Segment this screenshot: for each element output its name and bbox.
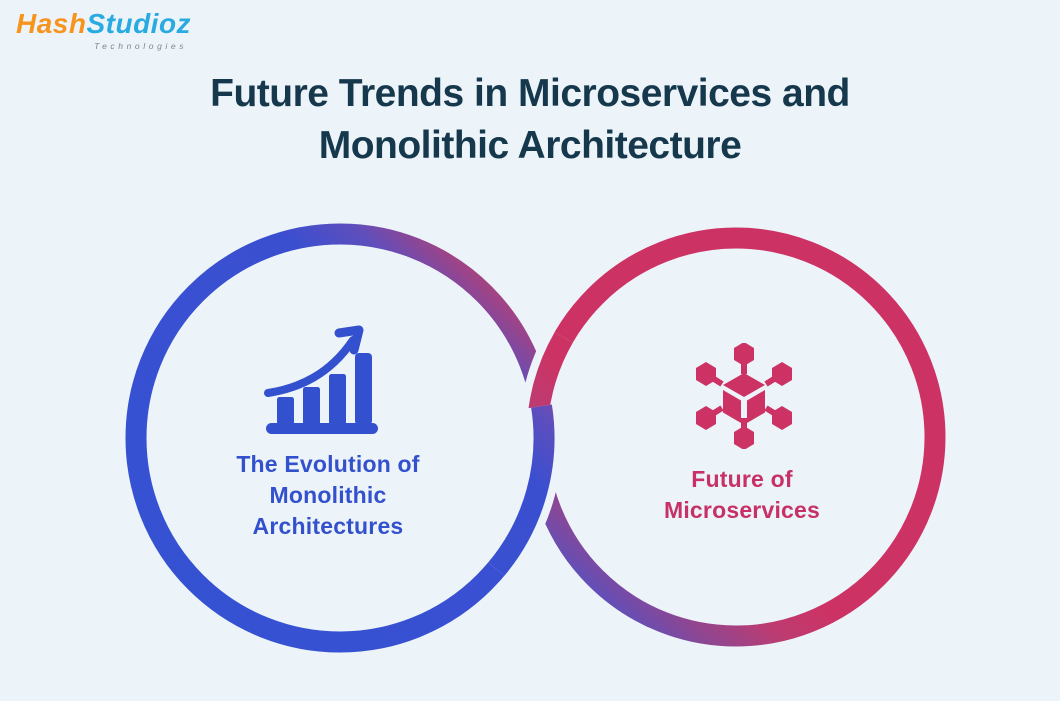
bar-chart-growth-icon [264, 325, 378, 434]
logo-text-hash: Hash [16, 8, 87, 39]
microservices-label-line-1: Future of [691, 466, 793, 492]
monolithic-label-line-1: The Evolution of [236, 451, 420, 477]
monolithic-label-line-3: Architectures [252, 513, 404, 539]
logo-tagline: Technologies [94, 41, 188, 51]
microservices-label: Future of Microservices [601, 464, 883, 526]
logo-text-studioz: Studioz [86, 8, 192, 39]
logo: HashStudioz Technologies [16, 10, 191, 52]
logo-wordmark: HashStudioz [16, 10, 191, 38]
ring-weave-bottom-stroke [488, 404, 555, 576]
page-title: Future Trends in Microservices and Monol… [0, 68, 1060, 172]
title-line-1: Future Trends in Microservices and [210, 72, 850, 115]
microservices-label-line-2: Microservices [663, 497, 821, 523]
monolithic-label: The Evolution of Monolithic Architecture… [187, 449, 469, 542]
monolithic-label-line-2: Monolithic [269, 482, 387, 508]
microservices-network-icon [696, 343, 792, 449]
title-line-2: Monolithic Architecture [318, 124, 742, 167]
